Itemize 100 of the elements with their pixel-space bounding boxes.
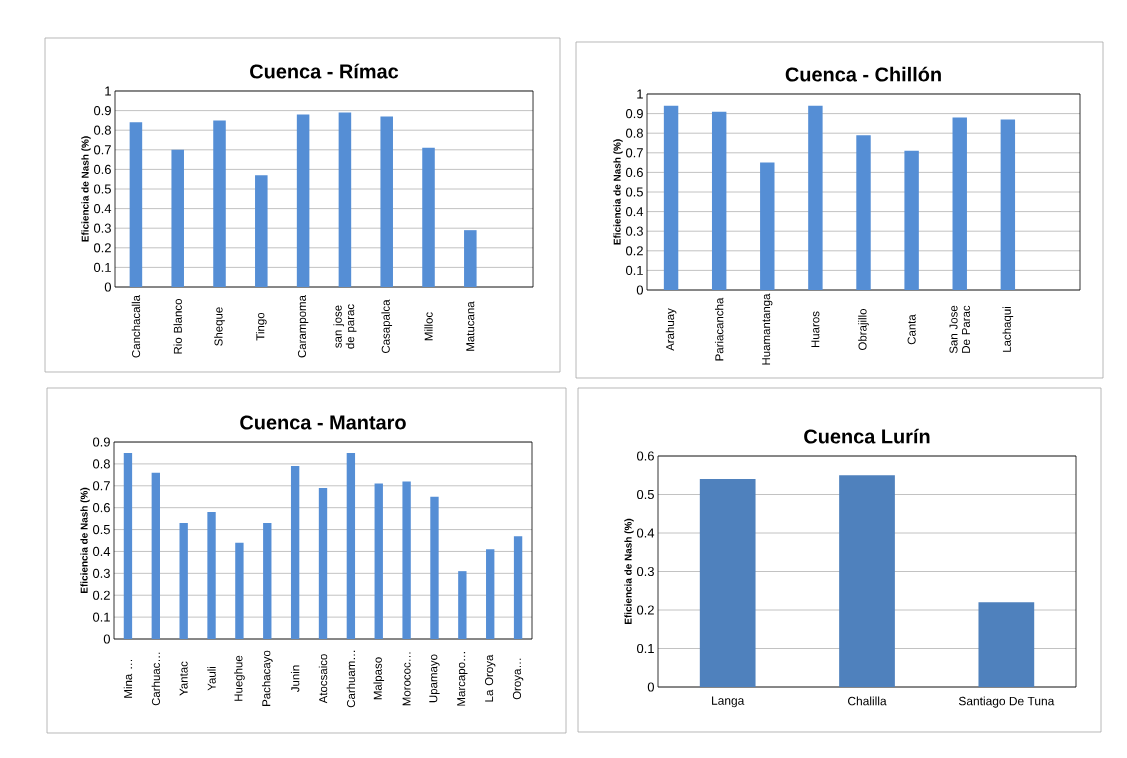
y-tick-label: 0.3 xyxy=(625,226,643,236)
y-tick-label: 0.4 xyxy=(93,204,112,214)
y-tick-label: 0.7 xyxy=(93,145,111,155)
x-tick-label: Casapalca xyxy=(381,299,393,354)
y-tick-label: 0.8 xyxy=(625,128,643,138)
bar xyxy=(486,549,495,639)
x-tick-label: Hueghue xyxy=(234,655,245,701)
x-tick-label: Canchacalla xyxy=(131,295,141,358)
x-tick-label: Obrajillo xyxy=(858,309,869,350)
bar xyxy=(663,105,679,290)
bar xyxy=(213,120,226,287)
y-tick-label: 0.9 xyxy=(93,106,111,116)
bar xyxy=(129,122,143,287)
bar xyxy=(290,466,300,639)
y-tick-label: 0.7 xyxy=(625,148,643,158)
y-tick-label: 0 xyxy=(636,285,643,295)
y-tick-label: 1 xyxy=(637,89,643,99)
x-tick-label: La Oroya xyxy=(485,654,496,702)
x-tick-label: Matucana xyxy=(466,301,475,351)
y-tick-label: 0.8 xyxy=(92,459,110,469)
bar xyxy=(235,542,244,639)
x-tick-label: san jose de parac xyxy=(333,304,357,349)
y-tick-label: 0.4 xyxy=(92,546,111,557)
bar xyxy=(808,105,823,290)
x-tick-label: Malpaso xyxy=(373,657,385,700)
x-tick-label: Marcapo… xyxy=(457,652,468,706)
y-axis-title: Eficiencia de Nash (%) xyxy=(613,139,623,245)
bar xyxy=(422,147,435,287)
x-tick-label: Carampoma xyxy=(297,295,309,358)
x-tick-label: Milloc xyxy=(424,312,433,341)
y-tick-label: 0.4 xyxy=(636,528,655,538)
x-tick-label: Langa xyxy=(712,696,745,708)
bar xyxy=(839,475,895,687)
x-tick-label: Carhuam… xyxy=(346,650,356,708)
y-tick-label: 1 xyxy=(105,86,111,96)
x-tick-label: Canta xyxy=(907,314,916,345)
y-tick-label: 0.5 xyxy=(636,489,654,500)
y-tick-label: 0.1 xyxy=(636,643,654,654)
bar xyxy=(464,230,477,287)
x-tick-label: Yantac xyxy=(179,661,188,696)
bar xyxy=(904,150,919,290)
y-tick-label: 0.3 xyxy=(93,223,111,233)
y-tick-label: 0.5 xyxy=(92,524,110,535)
y-tick-label: 0.4 xyxy=(625,207,644,217)
bar xyxy=(978,602,1035,687)
y-axis-title: Eficiencia de Nash (%) xyxy=(81,136,91,242)
x-tick-label: Junin xyxy=(290,665,300,693)
y-tick-label: 0.1 xyxy=(93,262,111,272)
bar xyxy=(207,512,216,639)
y-axis-title: Eficiencia de Nash (%) xyxy=(80,487,90,593)
bar xyxy=(458,571,467,639)
bar xyxy=(760,162,775,290)
bar xyxy=(856,135,871,290)
x-tick-label: Huaros xyxy=(811,311,820,348)
y-tick-label: 0.6 xyxy=(93,164,111,174)
y-tick-label: 0.9 xyxy=(625,109,643,119)
chart-title: Cuenca Lurín xyxy=(804,428,930,444)
y-tick-label: 0.9 xyxy=(92,437,110,447)
chart-title: Cuenca - Rímac xyxy=(250,63,399,79)
y-tick-label: 0 xyxy=(104,282,111,292)
chart-title: Cuenca - Chillón xyxy=(785,66,941,82)
bar xyxy=(699,479,756,687)
x-tick-label: Huamantanga xyxy=(762,293,773,365)
x-tick-label: Mina … xyxy=(123,660,133,698)
x-tick-label: Pariacancha xyxy=(714,297,724,361)
y-tick-label: 0.2 xyxy=(636,605,654,615)
x-tick-label: Sheque xyxy=(214,307,225,346)
x-tick-label: Lachaqui xyxy=(1002,307,1014,352)
y-tick-label: 0.2 xyxy=(625,246,643,256)
x-tick-label: Pachacayo xyxy=(261,650,273,706)
x-tick-label: Atocsaico xyxy=(318,654,328,704)
bar xyxy=(296,114,310,287)
bar xyxy=(952,117,967,290)
x-tick-label: San Jose De Parac xyxy=(949,305,971,354)
bar xyxy=(338,112,352,287)
x-tick-label: Rio Blanco xyxy=(173,299,182,354)
x-tick-label: Tingo xyxy=(255,312,267,341)
y-tick-label: 0.2 xyxy=(92,590,110,600)
bar xyxy=(171,149,184,287)
bar xyxy=(1000,119,1016,290)
y-tick-label: 0.6 xyxy=(625,167,643,177)
bar xyxy=(402,481,411,639)
x-tick-label: Oroya… xyxy=(512,658,524,700)
y-tick-label: 0.1 xyxy=(92,612,110,622)
bar xyxy=(374,483,383,639)
x-tick-label: Chalilla xyxy=(848,696,887,706)
y-tick-label: 0.1 xyxy=(625,265,643,275)
y-tick-label: 0.8 xyxy=(93,125,111,135)
y-tick-label: 0 xyxy=(647,682,654,692)
x-tick-label: Yauli xyxy=(207,666,216,691)
bar xyxy=(380,116,393,287)
y-tick-label: 0.7 xyxy=(92,481,110,491)
y-tick-label: 0.3 xyxy=(636,566,654,577)
x-tick-label: Santiago De Tuna xyxy=(958,696,1055,708)
bar xyxy=(711,111,727,290)
y-tick-label: 0.2 xyxy=(93,243,111,253)
y-tick-label: 0 xyxy=(103,634,110,644)
bar xyxy=(123,452,133,639)
y-tick-label: 0.6 xyxy=(636,451,654,461)
bar xyxy=(346,452,356,639)
